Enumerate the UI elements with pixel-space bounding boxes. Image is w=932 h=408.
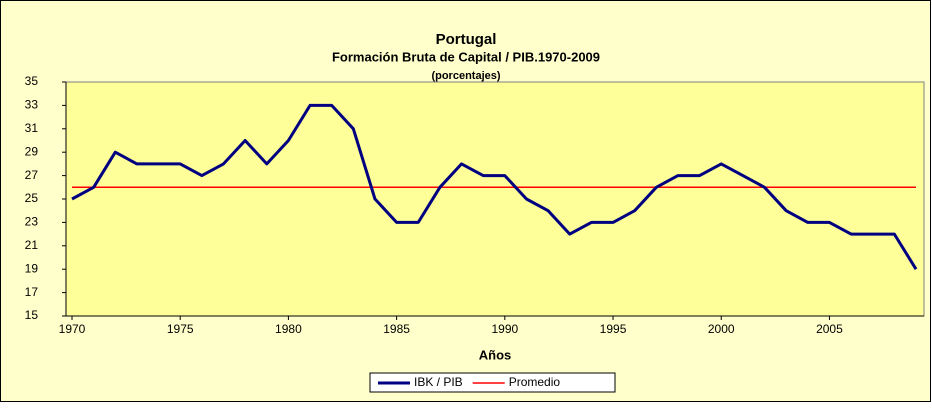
x-tick-label: 2005 bbox=[816, 322, 843, 336]
y-tick-label: 27 bbox=[25, 168, 39, 182]
chart-title: Portugal bbox=[436, 31, 497, 48]
y-tick-label: 19 bbox=[25, 261, 39, 275]
x-tick-label: 1985 bbox=[383, 322, 410, 336]
plot-area bbox=[65, 81, 925, 317]
y-tick-label: 23 bbox=[25, 215, 39, 229]
x-axis-label: Años bbox=[479, 347, 512, 362]
x-tick-label: 1995 bbox=[600, 322, 627, 336]
legend-label: Promedio bbox=[509, 375, 561, 389]
y-tick-label: 31 bbox=[25, 121, 39, 135]
chart-subtitle: Formación Bruta de Capital / PIB.1970-20… bbox=[332, 49, 600, 64]
x-tick-label: 1980 bbox=[275, 322, 302, 336]
x-tick-label: 2000 bbox=[708, 322, 735, 336]
y-tick-label: 25 bbox=[25, 191, 39, 205]
x-tick-label: 1970 bbox=[59, 322, 86, 336]
y-tick-label: 17 bbox=[25, 285, 39, 299]
x-tick-label: 1975 bbox=[167, 322, 194, 336]
y-tick-label: 21 bbox=[25, 238, 39, 252]
chart-subtitle: (porcentajes) bbox=[431, 70, 500, 82]
y-tick-label: 15 bbox=[25, 308, 39, 322]
y-tick-label: 29 bbox=[25, 144, 39, 158]
y-tick-label: 33 bbox=[25, 98, 39, 112]
y-tick-label: 35 bbox=[25, 74, 39, 88]
x-tick-label: 1990 bbox=[491, 322, 518, 336]
legend-label: IBK / PIB bbox=[414, 375, 463, 389]
series-line bbox=[71, 103, 918, 270]
